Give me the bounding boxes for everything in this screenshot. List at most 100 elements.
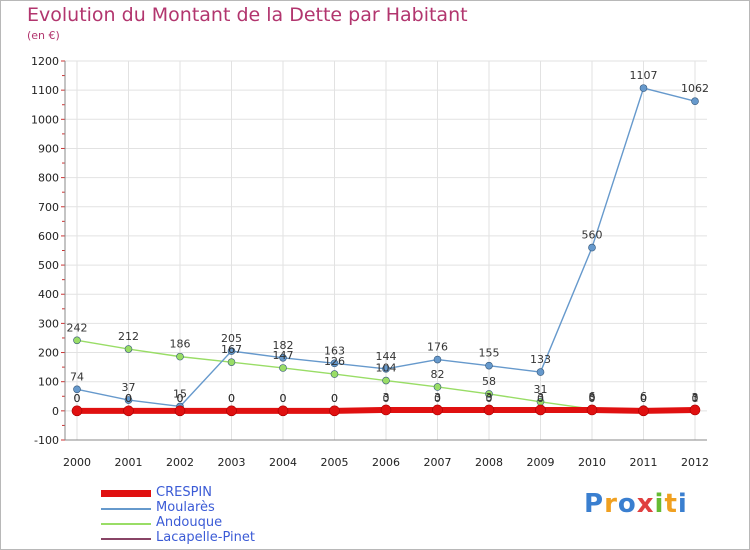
data-label: 0: [589, 392, 596, 405]
data-label: 176: [427, 341, 448, 354]
data-point: [330, 370, 339, 378]
data-point: [380, 404, 392, 416]
data-point: [329, 405, 340, 417]
data-label: 0: [228, 392, 235, 405]
data-label: 167: [221, 343, 242, 356]
y-tick-label: 700: [38, 201, 59, 214]
y-tick-label: 1200: [31, 55, 59, 68]
x-tick-label: 2000: [63, 456, 91, 469]
data-label: 104: [376, 362, 397, 375]
data-label: 3: [383, 391, 390, 404]
data-point: [330, 359, 339, 368]
chart-subtitle: (en €): [27, 29, 60, 42]
data-label: 3: [692, 391, 699, 404]
logo-letter: P: [584, 489, 605, 519]
data-point: [73, 385, 81, 394]
data-label: 242: [67, 321, 88, 334]
axes: -100010020030040050060070080090010001100…: [31, 55, 709, 469]
y-tick-label: 800: [38, 172, 59, 185]
legend-label: Lacapelle-Pinet: [156, 530, 255, 545]
data-label: 0: [692, 392, 699, 405]
data-label: 0: [640, 392, 647, 405]
data-label: 147: [273, 349, 294, 362]
y-tick-label: 1100: [31, 84, 59, 97]
data-label: 0: [434, 392, 441, 405]
x-tick-label: 2010: [578, 456, 606, 469]
data-label: 0: [125, 392, 132, 405]
data-label: 0: [74, 392, 81, 405]
y-tick-label: 300: [38, 317, 59, 330]
logo-letter: x: [636, 489, 655, 519]
x-tick-label: 2004: [269, 456, 297, 469]
data-label: 144: [376, 350, 397, 363]
x-tick-label: 2002: [166, 456, 194, 469]
data-point: [73, 336, 81, 345]
data-label: 0: [125, 392, 132, 405]
data-point: [226, 405, 237, 417]
data-point: [382, 365, 390, 373]
data-point: [689, 404, 701, 416]
y-tick-label: 400: [38, 288, 59, 301]
data-point: [432, 404, 443, 416]
proxiti-logo: Proxiti: [584, 489, 688, 519]
data-point: [483, 404, 495, 416]
y-tick-label: 1000: [31, 113, 59, 126]
y-tick-label: 0: [52, 405, 59, 418]
data-label: 3: [537, 391, 544, 404]
data-label: 560: [582, 229, 603, 242]
x-tick-label: 2009: [527, 456, 555, 469]
data-point: [588, 243, 596, 252]
y-tick-label: 500: [38, 259, 59, 272]
data-point: [691, 97, 699, 106]
data-label: 31: [534, 383, 548, 396]
data-label: 0: [74, 392, 81, 405]
data-label: 182: [273, 339, 294, 352]
x-tick-label: 2012: [681, 456, 709, 469]
x-tick-label: 2011: [630, 456, 658, 469]
data-label: 74: [70, 370, 84, 383]
data-label: 1062: [681, 82, 709, 95]
data-label: 15: [173, 387, 187, 400]
data-label: 126: [324, 355, 345, 368]
logo-letter: i: [677, 489, 688, 519]
data-label: 6: [589, 390, 596, 403]
x-tick-label: 2006: [372, 456, 400, 469]
data-point: [71, 405, 83, 417]
legend-swatch: [101, 508, 151, 510]
data-label: 6: [640, 390, 647, 403]
data-label: 0: [383, 392, 390, 405]
data-label: 0: [331, 392, 338, 405]
data-point: [433, 355, 442, 364]
data-point: [586, 404, 598, 416]
legend-swatch: [101, 523, 151, 525]
data-label: 3: [589, 391, 596, 404]
data-label: 163: [324, 344, 345, 357]
data-label: 133: [530, 353, 551, 366]
data-point: [639, 84, 648, 92]
data-point: [279, 364, 287, 372]
data-label: 0: [331, 392, 338, 405]
logo-letter: o: [617, 489, 637, 519]
logo-letter: i: [654, 489, 665, 519]
logo-letter: t: [664, 489, 678, 519]
data-point: [433, 383, 442, 391]
data-label: 0: [640, 392, 647, 405]
data-label: 0: [486, 392, 493, 405]
data-label: 1107: [630, 69, 658, 82]
legend-label: Moularès: [156, 500, 215, 515]
data-point: [277, 405, 289, 417]
data-label: 186: [170, 338, 191, 351]
data-label: 3: [486, 391, 493, 404]
data-label: 1: [692, 392, 699, 405]
data-label: 82: [431, 368, 445, 381]
chart-title: Evolution du Montant de la Dette par Hab…: [27, 4, 468, 26]
data-label: 58: [482, 375, 496, 388]
data-point: [485, 390, 493, 398]
data-point: [535, 404, 546, 416]
data-label: 0: [177, 392, 184, 405]
data-point: [227, 358, 236, 366]
logo-letter: r: [604, 489, 618, 519]
